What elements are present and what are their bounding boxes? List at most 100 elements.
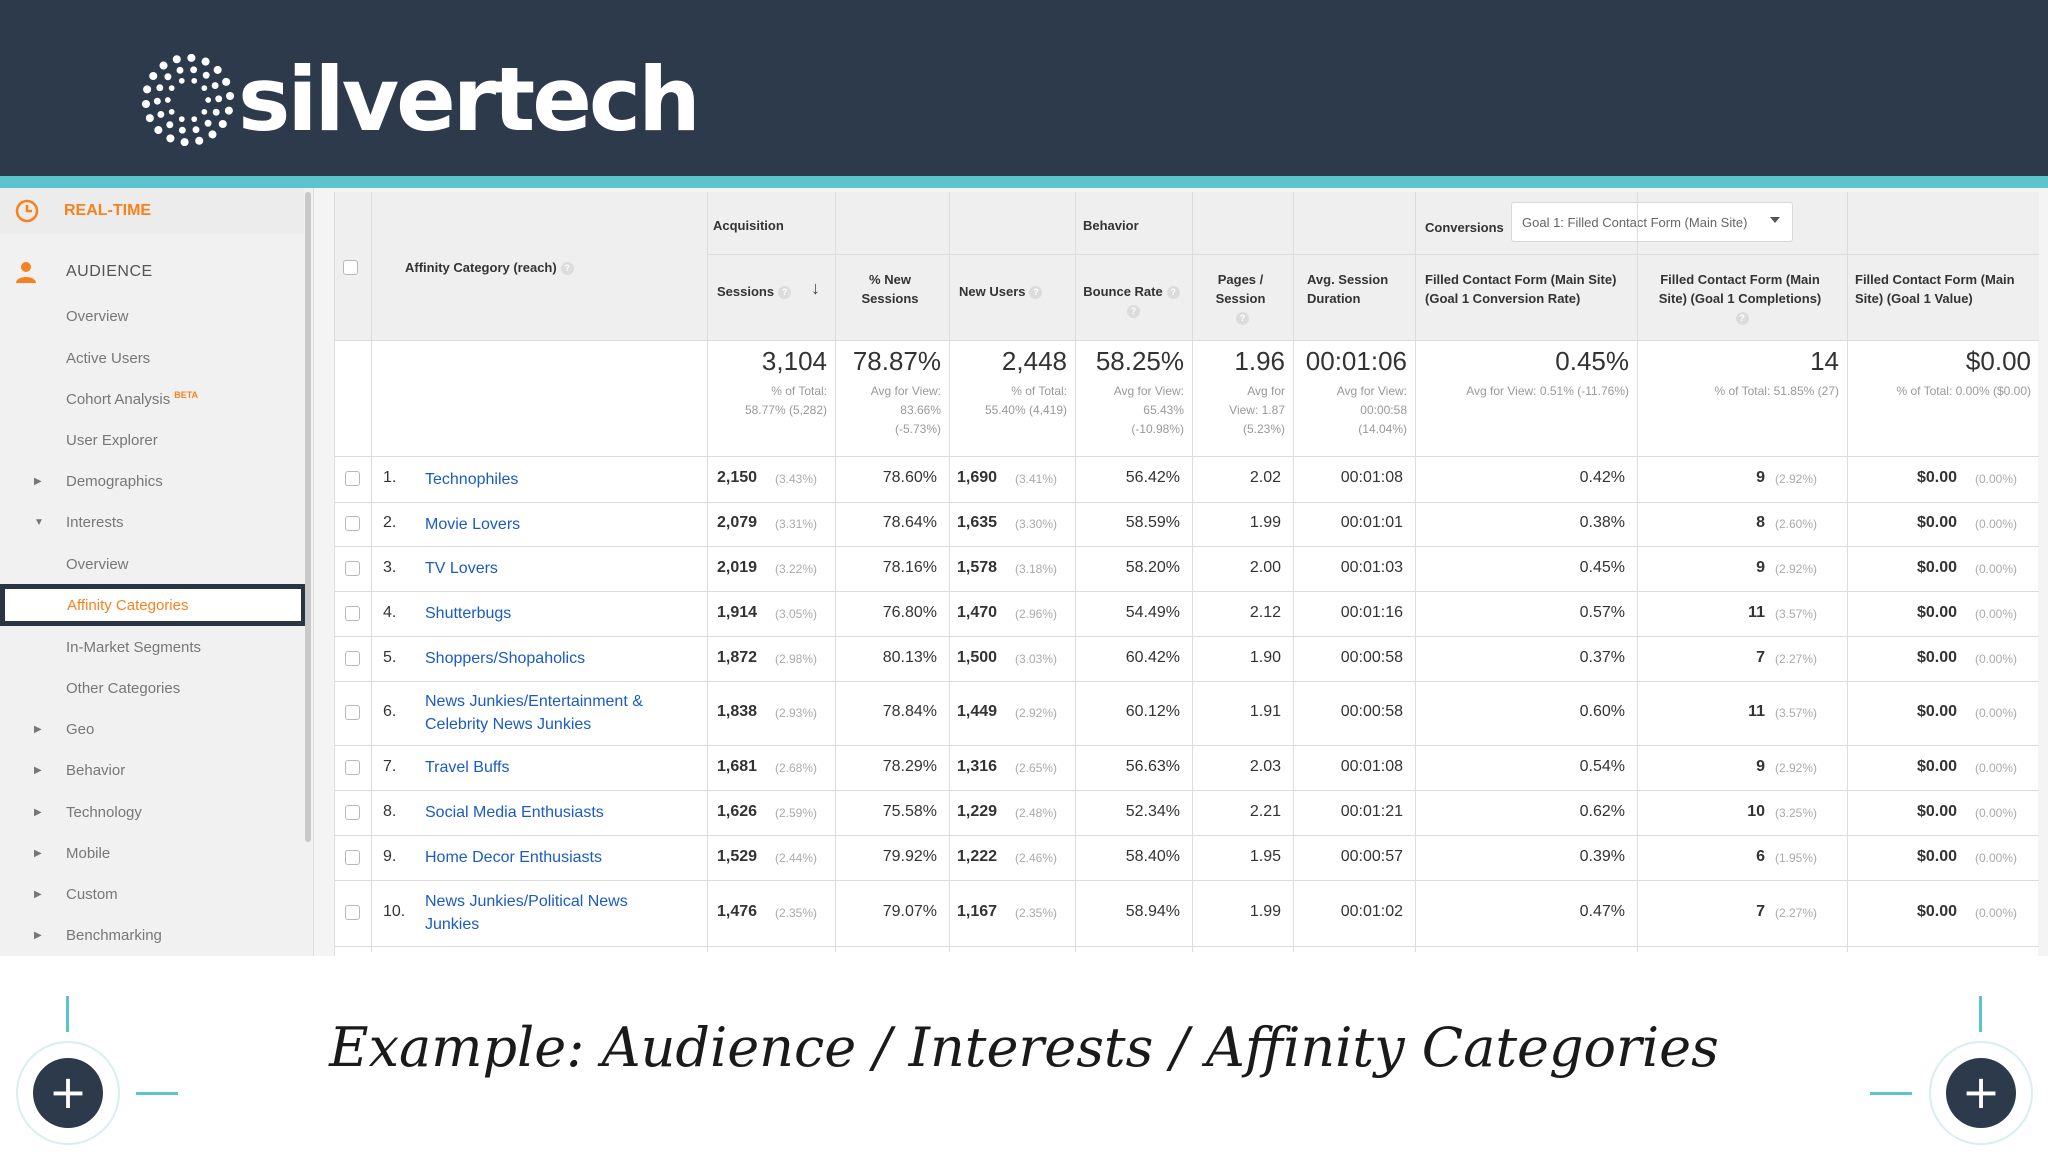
column-header-new-users[interactable]: New Users? [959, 282, 1071, 301]
deco-ring [16, 1041, 120, 1145]
sidebar-item-geo[interactable]: ▶ Geo [0, 711, 304, 747]
column-header-new-sessions[interactable]: % New Sessions [835, 270, 945, 308]
help-icon[interactable]: ? [1127, 305, 1140, 319]
affinity-category-link[interactable]: Technophiles [425, 468, 695, 491]
row-index: 9. [383, 847, 397, 865]
row-checkbox[interactable] [345, 759, 360, 775]
dimension-header[interactable]: Affinity Category (reach)? [405, 258, 574, 277]
select-all-checkbox[interactable] [343, 260, 358, 275]
column-header-line: Filled Contact Form (Main [1855, 272, 2015, 287]
sidebar-item-affinity-categories[interactable]: Affinity Categories [0, 584, 306, 626]
affinity-category-link[interactable]: Home Decor Enthusiasts [425, 846, 695, 869]
row-checkbox[interactable] [345, 905, 360, 920]
column-header-completions[interactable]: Filled Contact Form (Main Site) (Goal 1 C… [1637, 270, 1843, 327]
total-avg-duration: 00:01:06 [1305, 346, 1407, 376]
sidebar-item-benchmarking[interactable]: ▶ Benchmarking [0, 917, 304, 953]
row-checkbox[interactable] [345, 705, 360, 720]
help-icon[interactable]: ? [1029, 286, 1043, 300]
sidebar-item-label: Behavior [66, 761, 126, 779]
row-checkbox[interactable] [345, 650, 360, 666]
row-divider [335, 636, 2039, 637]
header-bar: silvertech [0, 0, 2048, 176]
cell-conv-rate: 0.45% [1579, 558, 1625, 576]
column-divider [1415, 192, 1416, 952]
sidebar-item-label: Other Categories [66, 679, 181, 697]
cell-new-users: 1,635 [957, 514, 998, 531]
sidebar-item-label: AUDIENCE [66, 263, 153, 280]
column-divider [949, 192, 950, 952]
total-completions-detail: % of Total: 51.85% (27) [1714, 384, 1839, 398]
column-header-conv-rate[interactable]: Filled Contact Form (Main Site) (Goal 1 C… [1425, 270, 1633, 308]
help-icon[interactable]: ? [1236, 312, 1249, 326]
help-icon[interactable]: ? [1166, 286, 1180, 300]
category-name-line: News Junkies/Entertainment & [425, 693, 643, 710]
sidebar-item-user-explorer[interactable]: User Explorer [0, 422, 304, 458]
cell-conv-rate: 0.37% [1579, 648, 1625, 666]
cell-new-users: 1,167 [957, 903, 998, 920]
cell-sessions: 1,838 [717, 703, 758, 720]
sidebar-item-label: Affinity Categories [67, 596, 189, 614]
row-checkbox[interactable] [345, 516, 360, 531]
sidebar-item-interests[interactable]: ▼ Interests [0, 504, 304, 540]
help-icon[interactable]: ? [1735, 312, 1749, 326]
sidebar-item-audience[interactable]: AUDIENCE [0, 252, 304, 292]
row-checkbox[interactable] [345, 849, 360, 865]
cell-pages-session: 2.03 [1249, 757, 1281, 775]
total-detail-line: Avg for View: [870, 384, 941, 398]
row-checkbox[interactable] [345, 471, 360, 486]
goal-select[interactable]: Goal 1: Filled Contact Form (Main Site) [1511, 202, 1793, 242]
plus-right-button[interactable]: + [1946, 1058, 2016, 1128]
cell-bounce-rate: 60.42% [1125, 648, 1180, 666]
sidebar-item-overview[interactable]: Overview [0, 546, 304, 582]
cell-pages-session: 1.90 [1249, 648, 1281, 666]
affinity-category-link[interactable]: Shoppers/Shopaholics [425, 647, 695, 670]
sidebar-item-in-market-segments[interactable]: In-Market Segments [0, 629, 304, 665]
row-checkbox[interactable] [345, 605, 360, 621]
affinity-category-link[interactable]: Travel Buffs [425, 756, 695, 779]
cell-value: $0.00 [1917, 603, 1958, 621]
row-checkbox[interactable] [345, 804, 360, 820]
cell-sessions-pct: (3.31%) [775, 517, 818, 531]
plus-left-button[interactable]: + [33, 1058, 103, 1128]
help-icon[interactable]: ? [560, 262, 574, 276]
cell-completions-pct: (3.57%) [1775, 706, 1818, 720]
cell-sessions-pct: (2.93%) [775, 706, 818, 720]
sidebar-item-custom[interactable]: ▶ Custom [0, 876, 304, 912]
affinity-category-link[interactable]: Movie Lovers [425, 513, 695, 536]
sidebar-item-other-categories[interactable]: Other Categories [0, 670, 304, 706]
column-header-sessions[interactable]: Sessions? [717, 282, 831, 301]
cell-conv-rate: 0.54% [1579, 757, 1625, 775]
affinity-category-link[interactable]: Shutterbugs [425, 602, 695, 625]
row-checkbox[interactable] [345, 560, 360, 576]
sidebar-scrollbar[interactable] [305, 192, 311, 842]
affinity-category-link[interactable]: News Junkies/Political News Junkies [425, 890, 695, 936]
sidebar-item-realtime[interactable]: REAL-TIME [0, 188, 304, 234]
affinity-category-link[interactable]: Social Media Enthusiasts [425, 801, 695, 824]
cell-value: $0.00 [1917, 514, 1958, 531]
beta-badge: BETA [174, 390, 199, 400]
sort-desc-icon[interactable]: ↓ [811, 278, 820, 298]
column-header-bounce-rate[interactable]: Bounce Rate?? [1075, 282, 1188, 320]
total-detail-line: 65.43% [1143, 403, 1184, 417]
affinity-category-link[interactable]: TV Lovers [425, 557, 695, 580]
sidebar-item-technology[interactable]: ▶ Technology [0, 794, 304, 830]
row-index: 7. [383, 757, 397, 775]
cell-new-users-pct: (2.35%) [1015, 906, 1058, 920]
sidebar-item-behavior[interactable]: ▶ Behavior [0, 752, 304, 788]
sidebar-item-overview[interactable]: Overview [0, 298, 304, 334]
sidebar-item-cohort-analysis[interactable]: Cohort Analysis BETA [0, 381, 304, 417]
column-header-pages-session[interactable]: Pages / Session? [1192, 270, 1289, 327]
column-header-avg-duration[interactable]: Avg. Session Duration [1307, 270, 1411, 308]
sidebar-item-demographics[interactable]: ▶ Demographics [0, 463, 304, 499]
cell-sessions-pct: (2.59%) [775, 805, 818, 820]
affinity-category-link[interactable]: News Junkies/Entertainment & Celebrity Ne… [425, 690, 695, 736]
sidebar-item-label: Custom [66, 885, 118, 903]
sidebar-item-active-users[interactable]: Active Users [0, 340, 304, 376]
cell-new-sessions: 80.13% [882, 648, 937, 666]
triangle-right-icon: ▶ [34, 847, 42, 859]
cell-new-sessions: 75.58% [882, 802, 937, 820]
help-icon[interactable]: ? [778, 286, 792, 300]
sidebar-item-mobile[interactable]: ▶ Mobile [0, 835, 304, 871]
column-header-value[interactable]: Filled Contact Form (Main Site) (Goal 1 V… [1855, 270, 2035, 308]
cell-sessions-pct: (2.98%) [775, 651, 818, 666]
